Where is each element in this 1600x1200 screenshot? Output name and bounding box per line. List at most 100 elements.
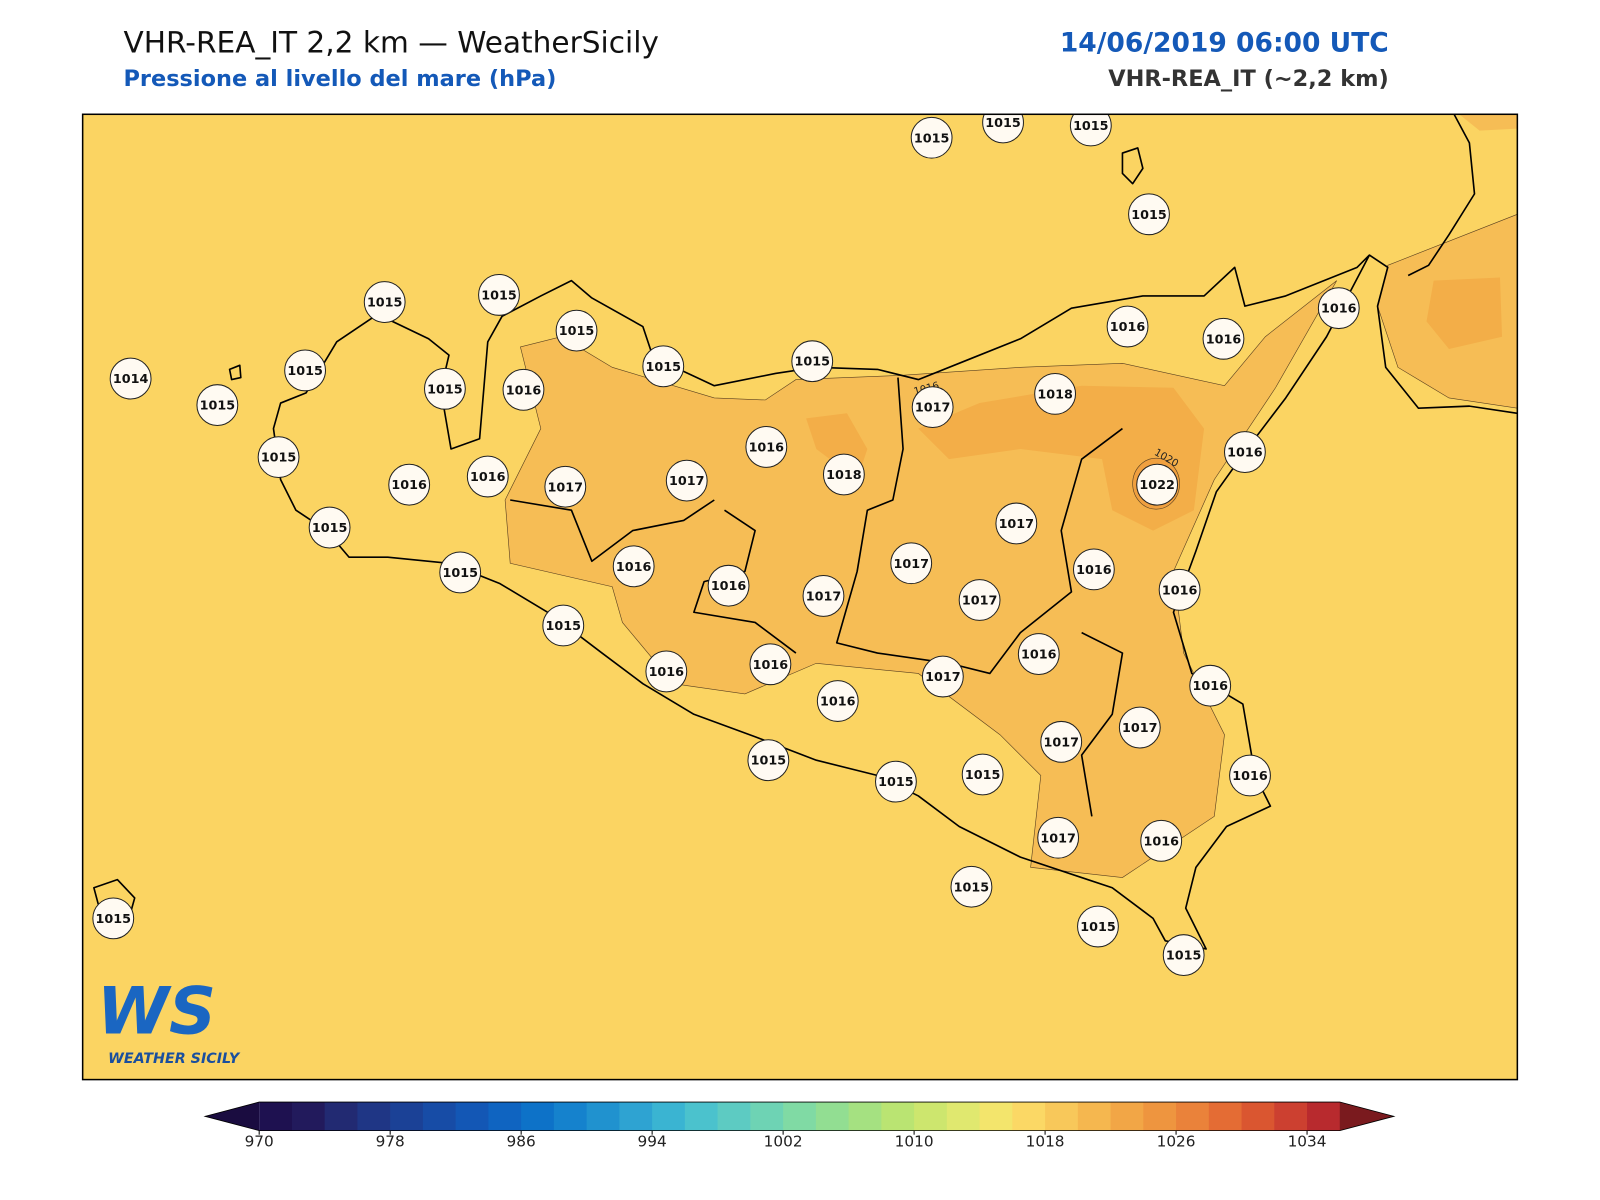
station: 1016: [466, 455, 509, 498]
colorbar-over: [1339, 1102, 1394, 1131]
station-value: 1017: [999, 517, 1034, 532]
station-value: 1016: [1021, 648, 1057, 663]
colorbar-bin: [1208, 1102, 1243, 1131]
station-marker: [363, 281, 406, 323]
logo-name: WEATHER SICILY: [108, 1051, 241, 1067]
station-marker: [1229, 754, 1271, 797]
station: 1015: [423, 367, 466, 410]
station: 1015: [1069, 114, 1112, 147]
map-frame: [81, 113, 1519, 1081]
station-marker: [1136, 463, 1179, 506]
colorbar-bin: [1274, 1102, 1308, 1131]
station-value: 1015: [1080, 920, 1116, 935]
station: 1015: [747, 739, 790, 782]
station-value: 1017: [548, 480, 584, 495]
station: 1015: [982, 114, 1024, 144]
station-marker: [1189, 664, 1232, 707]
station-marker: [921, 655, 964, 698]
station-value: 1016: [1192, 679, 1228, 694]
station-value: 1016: [506, 383, 542, 398]
colorbar: 970 978 986 994 1002 1010 1018 1026 1034: [203, 1101, 1396, 1150]
station-marker: [196, 384, 239, 427]
station: 1016: [1189, 664, 1232, 707]
colorbar-bin: [1143, 1102, 1177, 1131]
colorbar-bin: [881, 1102, 915, 1131]
station-marker: [802, 575, 845, 617]
station-marker: [950, 865, 993, 908]
station: 1015: [1162, 934, 1205, 977]
station-marker: [1128, 193, 1170, 236]
station: 1015: [196, 384, 239, 427]
station-value: 1016: [1232, 769, 1268, 784]
station-marker: [544, 465, 587, 508]
station-marker: [707, 564, 750, 607]
station-marker: [816, 680, 859, 722]
colorbar-tick-label: 1010: [895, 1132, 934, 1150]
station: 1016: [645, 650, 688, 693]
station-value: 1016: [749, 440, 785, 455]
station-value: 1015: [261, 451, 297, 466]
station-value: 1017: [915, 401, 951, 416]
station: 1016: [749, 643, 792, 686]
station: 1022: [1136, 463, 1179, 506]
station-marker: [478, 273, 520, 316]
logo-mark: WS: [97, 973, 216, 1049]
station-value: 1017: [806, 589, 842, 604]
station: 1017: [921, 655, 964, 698]
station: 1015: [284, 349, 327, 392]
station-marker: [1037, 816, 1080, 859]
station-marker: [1034, 372, 1077, 415]
station-marker: [910, 116, 953, 159]
station-value: 1015: [914, 131, 950, 146]
station-marker: [612, 545, 655, 588]
colorbar-bin: [684, 1102, 719, 1131]
station: 1016: [502, 368, 545, 411]
station: 1015: [875, 760, 917, 803]
pressure-area-east-2: [1426, 277, 1503, 349]
station: 1018: [822, 453, 865, 496]
station: 1016: [707, 564, 750, 607]
station: 1017: [1040, 720, 1083, 763]
colorbar-tick-label: 994: [638, 1132, 667, 1150]
station-value: 1016: [1110, 320, 1146, 335]
stations: 1015 1015 1015 1015 1015 1015 1015 1015 1014 1015…: [92, 114, 1360, 977]
station-marker: [308, 506, 351, 549]
station-value: 1015: [646, 360, 682, 375]
subtitle: Pressione al livello del mare (hPa): [123, 66, 556, 92]
station-marker: [1040, 720, 1083, 763]
station-marker: [961, 753, 1004, 796]
station-value: 1015: [200, 399, 236, 414]
station: 1016: [1202, 317, 1245, 360]
station-value: 1014: [113, 372, 149, 387]
station-value: 1018: [1037, 387, 1073, 402]
station: 1015: [363, 281, 406, 323]
station-marker: [1069, 114, 1112, 147]
station: 1016: [612, 545, 655, 588]
station-marker: [982, 114, 1024, 144]
station-value: 1016: [753, 658, 789, 673]
station-value: 1015: [1131, 208, 1167, 223]
colorbar-tick-label: 978: [376, 1132, 405, 1150]
station: 1017: [665, 459, 708, 502]
station: 1018: [1034, 372, 1077, 415]
station-marker: [1140, 819, 1183, 862]
colorbar-bin: [1110, 1102, 1144, 1131]
station: 1015: [478, 273, 520, 316]
station-value: 1016: [616, 560, 652, 575]
colorbar-bin: [1012, 1102, 1046, 1131]
colorbar-bin: [521, 1102, 555, 1131]
title: VHR-REA_IT 2,2 km — WeatherSicily: [123, 25, 658, 59]
station-value: 1015: [1166, 949, 1202, 964]
station: 1015: [92, 897, 135, 940]
station: 1014: [109, 357, 152, 400]
station-value: 1015: [287, 364, 323, 379]
colorbar-bin: [553, 1102, 588, 1131]
colorbar-bin: [488, 1102, 522, 1131]
station: 1016: [1158, 568, 1201, 611]
station-value: 1015: [546, 619, 582, 634]
station-marker: [1158, 568, 1201, 611]
station-value: 1017: [1043, 735, 1079, 750]
station-value: 1017: [669, 474, 705, 489]
station-marker: [791, 340, 834, 383]
station-value: 1015: [954, 880, 990, 895]
